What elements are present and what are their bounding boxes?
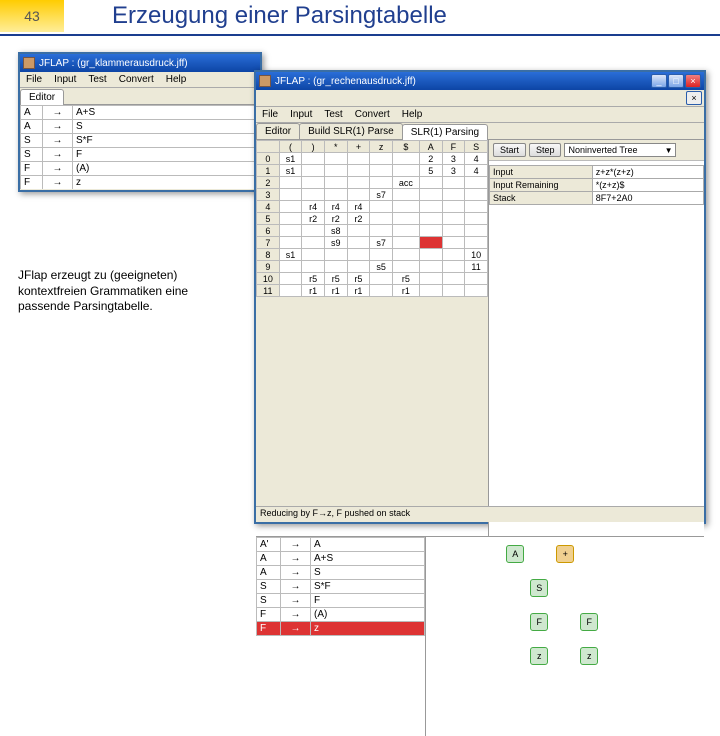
tree-node[interactable]: F bbox=[530, 613, 548, 631]
app-icon bbox=[259, 75, 271, 87]
tree-mode-label: Noninverted Tree bbox=[568, 145, 637, 155]
step-button[interactable]: Step bbox=[529, 143, 562, 157]
tab-build[interactable]: Build SLR(1) Parse bbox=[299, 123, 403, 139]
slide-title-bar: 43 Erzeugung einer Parsingtabelle bbox=[0, 0, 720, 36]
menubar: File Input Test Convert Help bbox=[256, 107, 704, 123]
inner-close-button[interactable]: × bbox=[686, 91, 702, 105]
tree-node[interactable]: A bbox=[506, 545, 524, 563]
titlebar[interactable]: JFLAP : (gr_klammerausdruck.jff) bbox=[20, 54, 260, 72]
remaining-label: Input Remaining bbox=[489, 179, 592, 192]
tree-node[interactable]: F bbox=[580, 613, 598, 631]
grammar2-table[interactable]: A'→AA→A+SA→SS→S*FS→FF→(A)F→z bbox=[256, 537, 425, 636]
stack-label: Stack bbox=[489, 192, 592, 205]
parse-area: ()*+z$AFS0s12341s15342acc3s74r4r4r45r2r2… bbox=[256, 140, 704, 536]
tabs: Editor Build SLR(1) Parse SLR(1) Parsing bbox=[256, 123, 704, 140]
lower-split: A'→AA→A+SA→SS→S*FS→FF→(A)F→z A+SFFzz bbox=[256, 536, 704, 736]
right-column: Start Step Noninverted Tree ▼ Input z+z*… bbox=[489, 140, 704, 536]
menu-test[interactable]: Test bbox=[318, 107, 348, 122]
start-button[interactable]: Start bbox=[493, 143, 526, 157]
slide-number: 43 bbox=[0, 0, 64, 32]
control-row: Start Step Noninverted Tree ▼ bbox=[489, 140, 704, 161]
slide-title: Erzeugung einer Parsingtabelle bbox=[112, 2, 447, 30]
chevron-down-icon: ▼ bbox=[665, 146, 673, 155]
grammar-table[interactable]: A→A+SA→SS→S*FS→FF→(A)F→z→ bbox=[20, 105, 260, 189]
state-table: Input z+z*(z+z) Input Remaining *(z+z)$ … bbox=[489, 165, 704, 205]
menu-input[interactable]: Input bbox=[284, 107, 318, 122]
grammar-panel: A→A+SA→SS→S*FS→FF→(A)F→z→ bbox=[20, 105, 260, 189]
minimize-button[interactable]: _ bbox=[651, 74, 667, 88]
tree-node[interactable]: S bbox=[530, 579, 548, 597]
tree-node[interactable]: z bbox=[530, 647, 548, 665]
window-title: JFLAP : (gr_rechenausdruck.jff) bbox=[275, 76, 416, 87]
tree-mode-select[interactable]: Noninverted Tree ▼ bbox=[564, 143, 676, 157]
menu-test[interactable]: Test bbox=[82, 72, 112, 87]
maximize-button[interactable]: □ bbox=[668, 74, 684, 88]
menu-convert[interactable]: Convert bbox=[113, 72, 160, 87]
grammar2-panel: A'→AA→A+SA→SS→S*FS→FF→(A)F→z bbox=[256, 537, 426, 736]
input-label: Input bbox=[489, 166, 592, 179]
tab-editor[interactable]: Editor bbox=[256, 123, 300, 139]
tree-node[interactable]: + bbox=[556, 545, 574, 563]
tab-slr-parsing[interactable]: SLR(1) Parsing bbox=[402, 124, 488, 140]
menu-file[interactable]: File bbox=[20, 72, 48, 87]
window-buttons: _ □ × bbox=[651, 74, 701, 88]
status-bar: Reducing by F→z, F pushed on stack bbox=[256, 506, 704, 522]
input-value[interactable]: z+z*(z+z) bbox=[592, 166, 703, 179]
parse-table[interactable]: ()*+z$AFS0s12341s15342acc3s74r4r4r45r2r2… bbox=[256, 140, 488, 297]
tab-editor[interactable]: Editor bbox=[20, 89, 64, 105]
menubar: File Input Test Convert Help bbox=[20, 72, 260, 88]
window-parser: JFLAP : (gr_rechenausdruck.jff) _ □ × × … bbox=[254, 70, 706, 524]
window-grammar-editor: JFLAP : (gr_klammerausdruck.jff) File In… bbox=[18, 52, 262, 192]
remaining-value: *(z+z)$ bbox=[592, 179, 703, 192]
menu-help[interactable]: Help bbox=[160, 72, 193, 87]
stack-value: 8F7+2A0 bbox=[592, 192, 703, 205]
app-icon bbox=[23, 57, 35, 69]
tree-node[interactable]: z bbox=[580, 647, 598, 665]
tabs: Editor bbox=[20, 88, 260, 105]
menu-help[interactable]: Help bbox=[396, 107, 429, 122]
body-text: JFlap erzeugt zu (geeigneten) kontextfre… bbox=[18, 268, 218, 315]
left-column: ()*+z$AFS0s12341s15342acc3s74r4r4r45r2r2… bbox=[256, 140, 489, 536]
menu-file[interactable]: File bbox=[256, 107, 284, 122]
titlebar[interactable]: JFLAP : (gr_rechenausdruck.jff) _ □ × bbox=[256, 72, 704, 90]
close-button[interactable]: × bbox=[685, 74, 701, 88]
menu-convert[interactable]: Convert bbox=[349, 107, 396, 122]
menu-input[interactable]: Input bbox=[48, 72, 82, 87]
parse-tree[interactable]: A+SFFzz bbox=[426, 537, 704, 736]
window-title: JFLAP : (gr_klammerausdruck.jff) bbox=[39, 58, 188, 69]
